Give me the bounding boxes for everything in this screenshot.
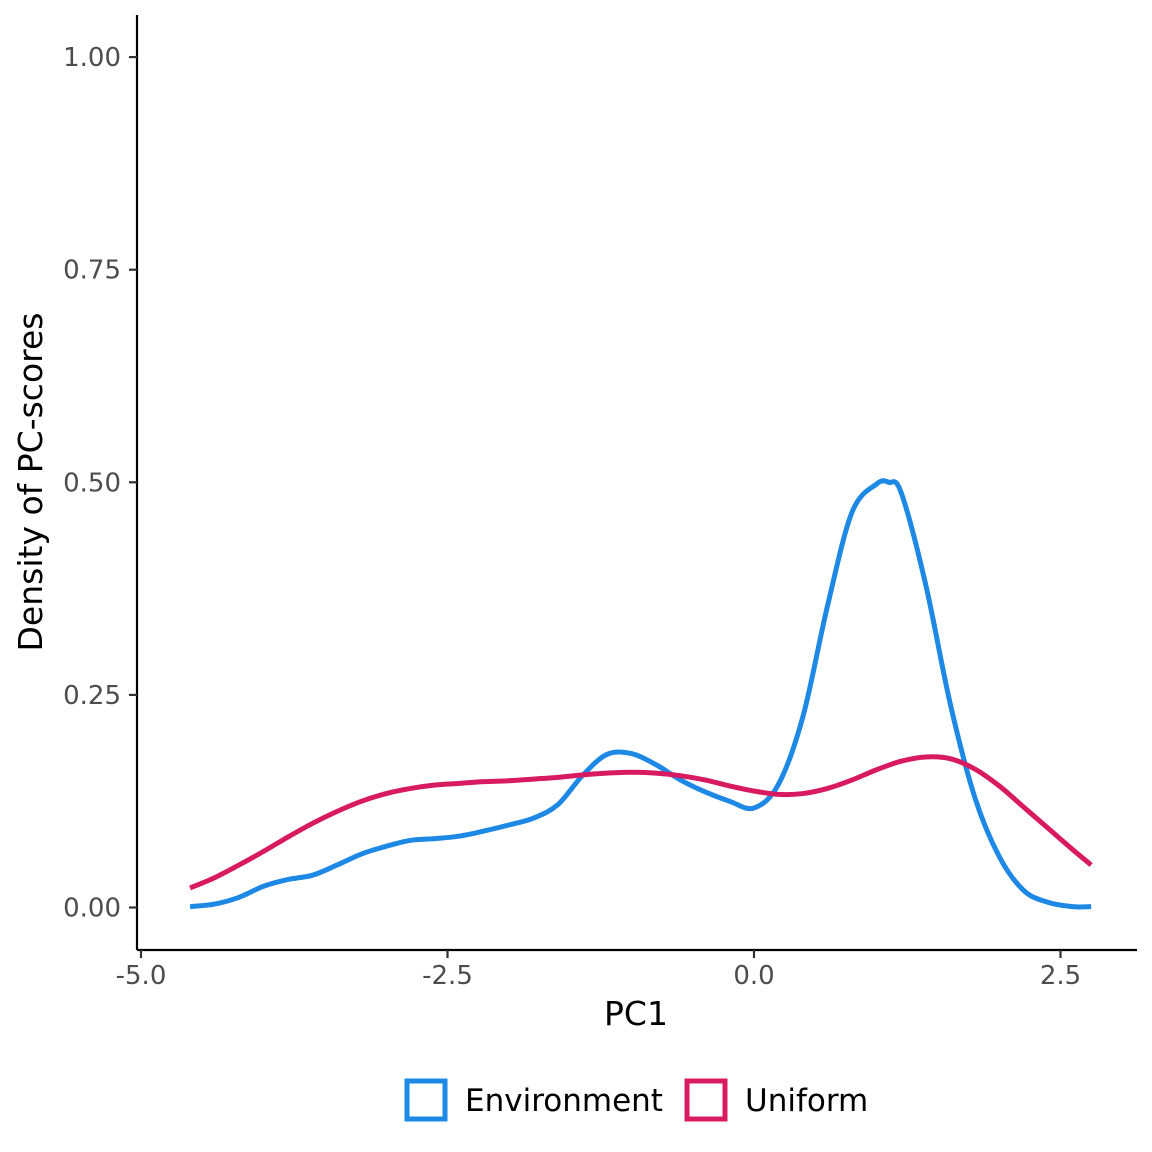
legend-key-uniform: [684, 1078, 728, 1122]
y-tick-label: 0.75: [63, 256, 121, 286]
series-layer: [189, 478, 1093, 910]
legend-key-environment: [404, 1078, 448, 1122]
y-tick-label: 1.00: [63, 43, 121, 73]
y-tick-label: 0.25: [63, 681, 121, 711]
x-tick-label: 2.5: [1040, 961, 1081, 991]
legend: Environment Uniform: [404, 1078, 868, 1122]
x-tick-label: -2.5: [422, 961, 473, 991]
x-tick-label: 0.0: [733, 961, 774, 991]
series-line-environment: [189, 478, 1092, 910]
legend-label-environment: Environment: [465, 1083, 663, 1119]
axes-layer: [135, 15, 1137, 952]
x-tick-label: -5.0: [116, 961, 167, 991]
x-axis-title: PC1: [604, 994, 668, 1033]
legend-label-uniform: Uniform: [745, 1083, 868, 1119]
y-axis-title: Density of PC-scores: [11, 313, 50, 652]
ticks-layer: -5.0 -2.5 0.0 2.5 0.00 0.25 0.50 0.75 1.00: [63, 43, 1081, 991]
y-tick-label: 0.50: [63, 468, 121, 498]
y-tick-label: 0.00: [63, 894, 121, 924]
series-line-uniform: [189, 754, 1093, 891]
